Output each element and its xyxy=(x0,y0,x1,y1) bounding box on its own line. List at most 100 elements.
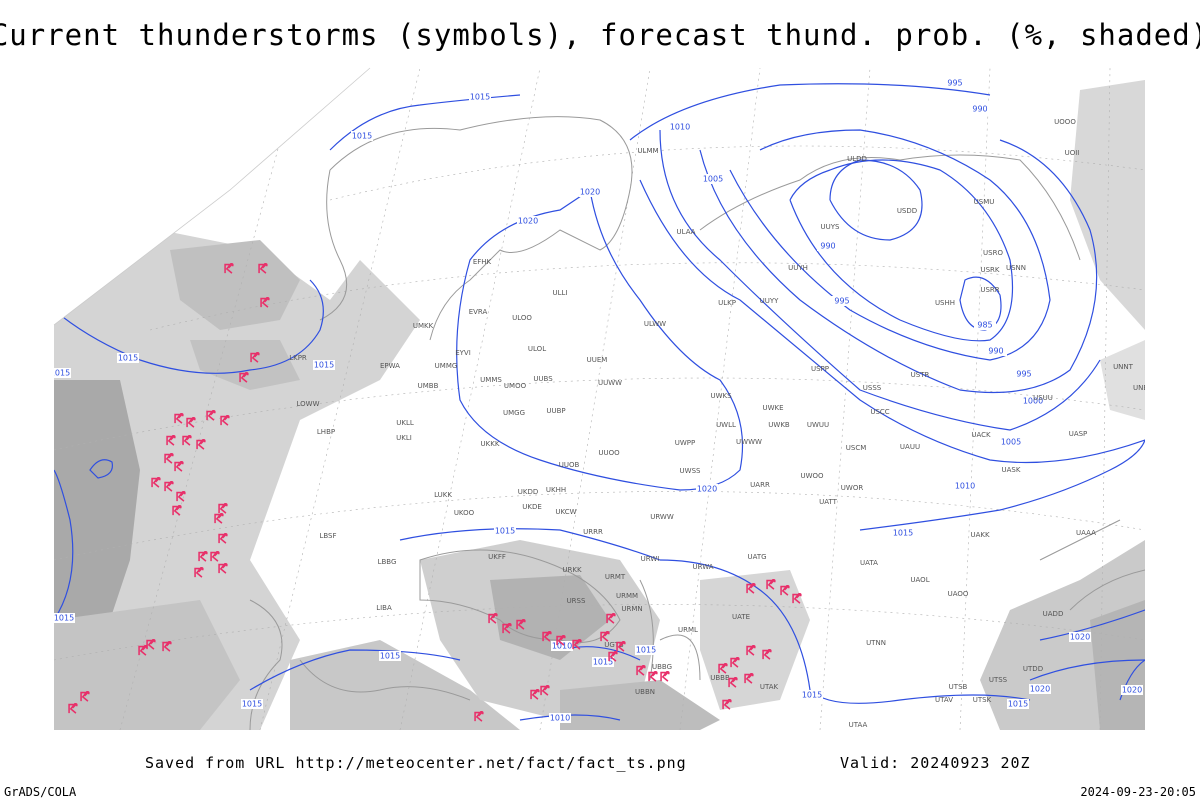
isobar-label-bg xyxy=(54,368,71,378)
isobar-label: 1020 xyxy=(1122,686,1142,695)
isobar-label: 990 xyxy=(820,242,835,251)
station-label: UWKE xyxy=(762,404,783,412)
station-label: URMT xyxy=(605,573,626,581)
isobar-label: 1015 xyxy=(802,691,822,700)
station-label: USSS xyxy=(863,384,882,392)
isobar-label-bg xyxy=(702,174,724,184)
isobar-label-bg xyxy=(1121,685,1143,695)
isobar-label-bg xyxy=(944,78,966,88)
station-label: USNN xyxy=(1006,264,1026,272)
station-label: LHBP xyxy=(317,428,335,436)
station-label: UWOO xyxy=(800,472,824,480)
isobar-label: 1010 xyxy=(955,482,975,491)
station-label: URMM xyxy=(616,592,638,600)
station-label: LBBG xyxy=(378,558,397,566)
isobar-label: 1015 xyxy=(1008,700,1028,709)
station-label: LBSF xyxy=(319,532,336,540)
station-label: UATT xyxy=(819,498,838,506)
station-label: URML xyxy=(678,626,698,634)
isobar-label-bg xyxy=(974,320,996,330)
station-label: UUYY xyxy=(760,297,780,305)
station-label: UTAK xyxy=(760,683,779,691)
station-label: UOOO xyxy=(1054,118,1076,126)
station-label: ULOL xyxy=(528,345,546,353)
graticule xyxy=(54,68,1145,730)
station-label: UATE xyxy=(732,613,750,621)
isobar-label-bg xyxy=(379,651,401,661)
isobar-label: 1010 xyxy=(552,642,572,651)
coastlines xyxy=(249,116,1145,730)
isobar-label-bg xyxy=(1029,684,1051,694)
isobar-label: 1020 xyxy=(580,188,600,197)
station-label: UTAV xyxy=(935,696,953,704)
isobar-label: 1020 xyxy=(518,217,538,226)
isobar-label-bg xyxy=(1022,396,1044,406)
isobar-label: 1020 xyxy=(697,485,717,494)
map-title: Current thunderstorms (symbols), forecas… xyxy=(0,18,1200,52)
station-labels: EFHK ULLI ULOO EVRA UMKK EYVI ULOL UMMG EPWA UUEM… xyxy=(289,118,1153,729)
isobar-label: 990 xyxy=(972,105,987,114)
station-label: UKFF xyxy=(488,553,506,561)
station-label: UMMS xyxy=(480,376,502,384)
isobar-label: 1010 xyxy=(550,714,570,723)
isobar-label-bg xyxy=(831,296,853,306)
station-label: LIBA xyxy=(376,604,392,612)
station-label: USCC xyxy=(870,408,889,416)
isobar-label-bg xyxy=(469,92,491,102)
station-label: URWW xyxy=(650,513,674,521)
isobar-label: 1015 xyxy=(54,614,74,623)
station-label: ULOO xyxy=(512,314,532,322)
station-label: UKOO xyxy=(454,509,475,517)
station-label: USTR xyxy=(911,371,930,379)
station-label: UUYH xyxy=(788,264,808,272)
isobar-label-bg xyxy=(551,641,573,651)
station-label: UASP xyxy=(1069,430,1088,438)
isobar-label: 1015 xyxy=(352,132,372,141)
station-label: USPP xyxy=(811,365,829,373)
station-label: URKK xyxy=(562,566,582,574)
isobar-label: 1015 xyxy=(50,369,70,378)
isobar-label: 1015 xyxy=(314,361,334,370)
isobar-label: 1005 xyxy=(703,175,723,184)
isobar-label: 1010 xyxy=(670,123,690,132)
station-label: UWSS xyxy=(680,467,701,475)
isobar-label: 1015 xyxy=(380,652,400,661)
station-label: USMU xyxy=(974,198,995,206)
isobar-label-bg xyxy=(351,131,373,141)
station-label: UUWW xyxy=(598,379,622,387)
station-label: UKDD xyxy=(518,488,539,496)
isobar-label-bg xyxy=(117,353,139,363)
isobar-label-bg xyxy=(579,187,601,197)
station-label: UTDD xyxy=(1023,665,1043,673)
station-label: ULLI xyxy=(553,289,568,297)
station-label: EYVI xyxy=(455,349,471,357)
station-label: UBBB xyxy=(710,674,730,682)
station-label: URWA xyxy=(692,563,713,571)
station-label: EFHK xyxy=(473,258,492,266)
isobar-label: 1015 xyxy=(593,658,613,667)
station-label: URRR xyxy=(583,528,603,536)
isobar-label: 1020 xyxy=(1030,685,1050,694)
station-label: UUBS xyxy=(533,375,553,383)
station-label: UMOO xyxy=(504,382,527,390)
isobar-label-bg xyxy=(817,241,839,251)
isobar-label-bg xyxy=(801,690,823,700)
station-label: UWPP xyxy=(675,439,696,447)
source-url: Saved from URL http://meteocenter.net/fa… xyxy=(145,754,687,772)
station-label: ULKP xyxy=(718,299,736,307)
isobar-label-bg xyxy=(892,528,914,538)
station-label: UWOR xyxy=(841,484,864,492)
isobar-label-bg xyxy=(517,216,539,226)
station-label: UACK xyxy=(971,431,991,439)
station-label: LKPR xyxy=(289,354,307,362)
isobar-label: 985 xyxy=(977,321,992,330)
isobar-label: 995 xyxy=(834,297,849,306)
station-label: UUBP xyxy=(546,407,565,415)
station-label: UNBB xyxy=(1133,384,1153,392)
station-label: ULMM xyxy=(637,147,658,155)
station-label: USUU xyxy=(1033,394,1053,402)
isobar-label: 1015 xyxy=(470,93,490,102)
isobar-label-bg xyxy=(592,657,614,667)
isobar-label-bg xyxy=(494,526,516,536)
